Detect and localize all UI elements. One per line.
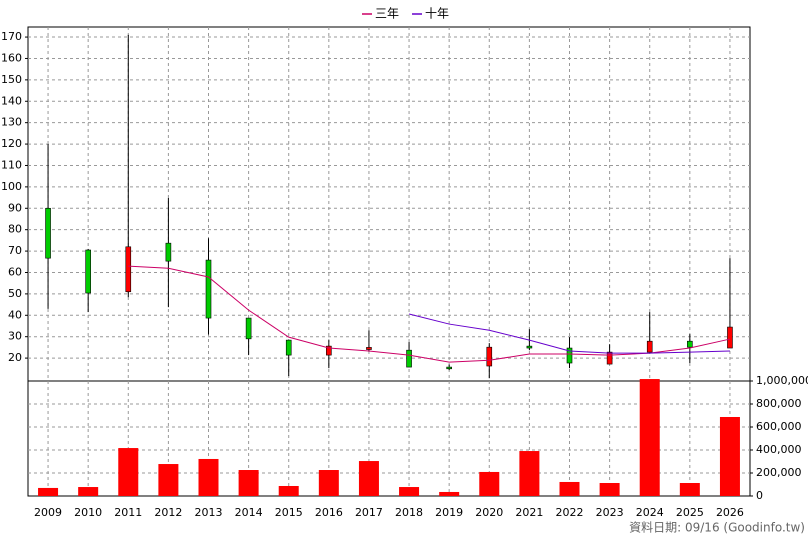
candle-body (285, 339, 292, 356)
x-tick-label: 2025 (676, 506, 704, 519)
candle-body (566, 347, 573, 364)
y-tick-label: 50 (8, 287, 22, 300)
y-tick-label: 160 (1, 51, 22, 64)
volume-bar (719, 416, 740, 496)
volume-bar (479, 471, 500, 496)
volume-bar (158, 464, 179, 496)
candle-body (165, 242, 172, 262)
volume-bar (38, 487, 59, 496)
y2-tick-label: 800,000 (756, 397, 802, 410)
x-tick-label: 2013 (195, 506, 223, 519)
candle-body (486, 346, 493, 367)
candle-body (727, 326, 733, 349)
volume-bar (519, 451, 540, 496)
y2-tick-label: 1,000,000 (756, 374, 808, 387)
y-tick-label: 170 (1, 30, 22, 43)
ma-line (128, 265, 731, 363)
candle-body (45, 207, 51, 259)
y-tick-label: 130 (1, 116, 22, 129)
volume-bar (679, 483, 700, 496)
y-tick-label: 80 (8, 223, 22, 236)
x-tick-label: 2012 (154, 506, 182, 519)
volume-bar (238, 470, 259, 496)
x-tick-label: 2021 (515, 506, 543, 519)
volume-bar (439, 491, 460, 496)
y-tick-label: 100 (1, 180, 22, 193)
footer: 資料日期: 09/16 (Goodinfo.tw) (629, 521, 805, 535)
x-tick-label: 2019 (435, 506, 463, 519)
volume-bar (599, 483, 620, 496)
candle-body (406, 349, 412, 368)
volume-bar (559, 481, 580, 496)
volume-bar (278, 485, 299, 496)
x-tick-label: 2018 (395, 506, 423, 519)
y-tick-label: 30 (8, 330, 22, 343)
legend-label: 十年 (425, 7, 449, 21)
y2-tick-label: 0 (756, 489, 763, 502)
ma-line (408, 313, 730, 354)
y-tick-label: 90 (8, 201, 22, 214)
x-tick-label: 2014 (235, 506, 263, 519)
volume-bar (399, 487, 420, 496)
candle-body (125, 246, 132, 293)
y-tick-label: 40 (8, 308, 22, 321)
legend-label: 三年 (375, 7, 399, 21)
candle-body (687, 340, 693, 348)
plot-frame (27, 26, 751, 497)
y2-tick-label: 600,000 (756, 420, 802, 433)
candle-body (646, 340, 653, 353)
x-tick-label: 2009 (34, 506, 62, 519)
volume-bar (639, 379, 660, 496)
y-tick-label: 150 (1, 73, 22, 86)
x-tick-label: 2017 (355, 506, 383, 519)
x-tick-label: 2020 (475, 506, 503, 519)
x-tick-label: 2011 (114, 506, 142, 519)
candle-body (446, 366, 452, 370)
y-tick-label: 20 (8, 351, 22, 364)
y-tick-label: 110 (1, 158, 22, 171)
x-tick-label: 2010 (74, 506, 102, 519)
candle-body (85, 249, 91, 294)
candle-body (606, 351, 613, 365)
candle-body (366, 347, 372, 350)
y-tick-label: 140 (1, 94, 22, 107)
x-tick-label: 2016 (315, 506, 343, 519)
y2-tick-label: 400,000 (756, 443, 802, 456)
volume-bar (318, 470, 339, 496)
x-tick-label: 2026 (716, 506, 744, 519)
x-tick-label: 2022 (556, 506, 584, 519)
y-tick-label: 70 (8, 244, 22, 257)
candle-body (526, 345, 533, 349)
candle-body (245, 317, 252, 340)
y-tick-label: 60 (8, 265, 22, 278)
volume-bar (78, 487, 99, 496)
x-tick-label: 2015 (275, 506, 303, 519)
volume-bar (198, 458, 219, 496)
x-tick-label: 2023 (596, 506, 624, 519)
x-tick-label: 2024 (636, 506, 664, 519)
candle-body (326, 345, 332, 356)
y-tick-label: 120 (1, 137, 22, 150)
volume-bar (118, 448, 139, 496)
y2-tick-label: 200,000 (756, 466, 802, 479)
candle-body (205, 259, 212, 319)
volume-bar (358, 461, 379, 496)
